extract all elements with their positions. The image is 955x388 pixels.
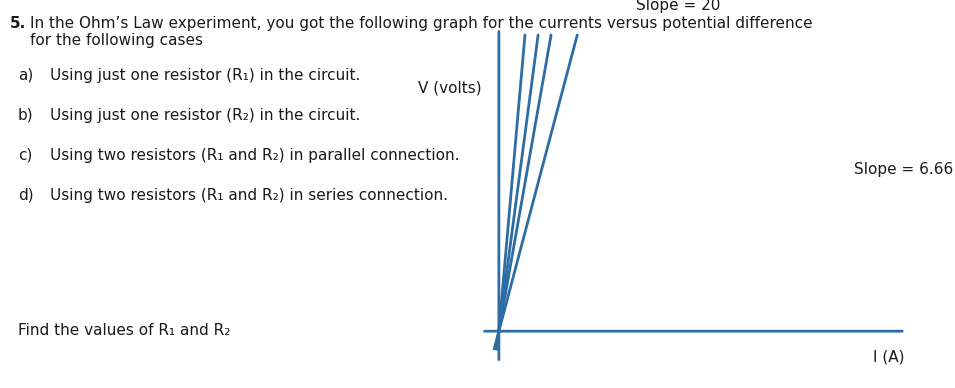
Text: Using two resistors (R₁ and R₂) in parallel connection.: Using two resistors (R₁ and R₂) in paral…	[50, 148, 459, 163]
Text: Using two resistors (R₁ and R₂) in series connection.: Using two resistors (R₁ and R₂) in serie…	[50, 188, 448, 203]
Text: Using just one resistor (R₁) in the circuit.: Using just one resistor (R₁) in the circ…	[50, 68, 360, 83]
Text: Find the values of R₁ and R₂: Find the values of R₁ and R₂	[18, 323, 230, 338]
Text: for the following cases: for the following cases	[30, 33, 203, 48]
Text: Slope = 6.66: Slope = 6.66	[854, 161, 953, 177]
Text: I (A): I (A)	[874, 350, 905, 365]
Text: Slope = 20: Slope = 20	[636, 0, 721, 13]
Text: Using just one resistor (R₂) in the circuit.: Using just one resistor (R₂) in the circ…	[50, 108, 360, 123]
Text: V (volts): V (volts)	[418, 80, 481, 95]
Text: b): b)	[18, 108, 33, 123]
Text: c): c)	[18, 148, 32, 163]
Text: In the Ohm’s Law experiment, you got the following graph for the currents versus: In the Ohm’s Law experiment, you got the…	[30, 16, 813, 31]
Text: a): a)	[18, 68, 33, 83]
Text: d): d)	[18, 188, 33, 203]
Text: 5.: 5.	[10, 16, 26, 31]
